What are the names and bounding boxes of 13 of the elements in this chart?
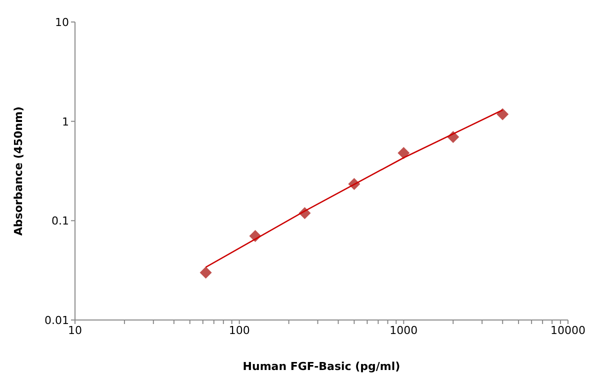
x-tick-label: 10000 — [550, 324, 586, 337]
point — [398, 146, 410, 159]
y-tick-label: 1 — [62, 115, 69, 128]
y-tick-label: 0.01 — [44, 314, 69, 327]
x-tick-label: 10 — [68, 324, 82, 337]
x-tick-label: 1000 — [390, 324, 418, 337]
x-axis-title: Human FGF-Basic (pg/ml) — [242, 360, 400, 373]
x-tick-label: 100 — [228, 324, 250, 337]
y-tick-label: 0.1 — [52, 214, 69, 228]
point — [496, 108, 509, 120]
y-tick-label: 10 — [55, 16, 69, 29]
y-axis-title: Absorbance (450nm) — [12, 106, 25, 236]
point — [200, 266, 212, 279]
